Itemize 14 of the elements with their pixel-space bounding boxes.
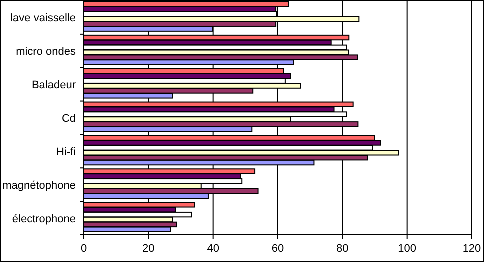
x-tick-label: 100 <box>398 243 417 255</box>
y-tick-label: micro ondes <box>16 46 76 58</box>
y-tick-label: Cd <box>62 113 76 125</box>
y-tick-label: électrophone <box>12 213 76 226</box>
x-tick-label: 80 <box>336 243 349 255</box>
y-tick-label: Baladeur <box>32 80 76 92</box>
x-tick-label: 40 <box>207 243 220 255</box>
y-tick-label: magnétophone <box>2 180 76 192</box>
x-tick-label: 20 <box>142 243 155 255</box>
y-tick-label: lave vaisselle <box>10 12 76 25</box>
y-tick-label: Hi-fi <box>56 146 76 158</box>
x-tick-label: 0 <box>80 243 88 255</box>
x-tick-label: 60 <box>272 243 284 255</box>
x-tick-label: 120 <box>462 243 482 255</box>
